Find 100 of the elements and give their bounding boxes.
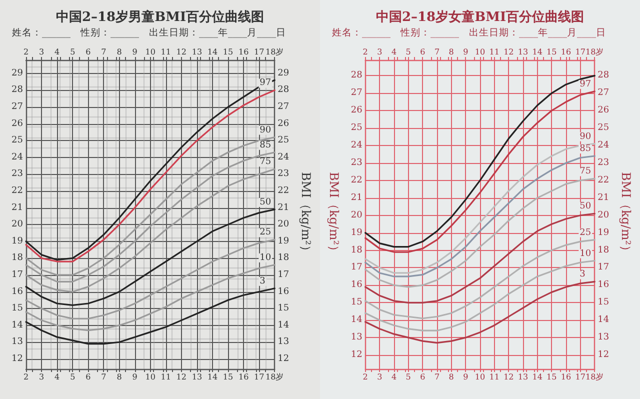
series-label: 85: [580, 144, 592, 154]
y2-tick-label: 27: [278, 102, 290, 112]
chart-title: 中国2–18岁女童BMI百分位曲线图: [376, 9, 584, 25]
x-tick-label: 11: [489, 372, 500, 382]
y-tick-label: 16: [12, 286, 24, 297]
line-series: [364, 260, 596, 332]
x2-tick-label: 5: [70, 48, 76, 56]
y2-tick-label: 27: [598, 88, 610, 98]
x2-tick-label: 11: [160, 48, 171, 56]
series-label: 90: [260, 125, 272, 136]
y2-tick-label: 26: [278, 118, 290, 129]
y2-axis-title: BMI（kg/m²）: [299, 172, 313, 258]
x2-tick-label: 17: [254, 48, 264, 56]
series-label: 3: [260, 276, 266, 286]
chart-title: 中国2–18岁男童BMI百分位曲线图: [56, 9, 264, 25]
y-tick-label: 18: [12, 253, 24, 264]
y-tick-label: 19: [350, 228, 363, 238]
y-tick-label: 18: [350, 245, 363, 256]
x2-tick-label: 4: [54, 48, 60, 56]
x2-tick-label: 7: [434, 48, 440, 56]
series-label: 25: [580, 228, 592, 238]
x-tick-label: 14: [207, 372, 218, 382]
y2-tick-label: 23: [278, 169, 290, 180]
y-tick-label: 28: [12, 85, 24, 96]
y2-tick-label: 12: [278, 354, 290, 364]
x2-tick-label: 9: [463, 48, 468, 56]
x-tick-label: 17: [254, 372, 264, 382]
x-tick-label: 4: [391, 372, 397, 382]
y-tick-label: 26: [12, 118, 24, 129]
y2-tick-label: 12: [598, 350, 610, 360]
y-tick-label: 22: [350, 175, 362, 186]
y-tick-label: 15: [12, 304, 24, 314]
series-label: 10: [260, 252, 272, 263]
x-tick-label: 13: [518, 372, 528, 382]
x2-tick-label: 3: [377, 48, 382, 56]
y2-tick-label: 19: [278, 236, 290, 246]
x2-tick-label: 7: [101, 48, 106, 56]
y-tick-label: 20: [350, 210, 363, 220]
x2-tick-label: 3: [38, 48, 44, 56]
line-series: [364, 239, 596, 320]
x2-tick-label: 15: [222, 48, 234, 56]
x-tick-label: 12: [504, 372, 514, 382]
y2-tick-label: 22: [598, 175, 610, 186]
y-tick-label: 25: [12, 136, 24, 146]
x2-tick-label: 17: [575, 48, 586, 56]
y-tick-label: 24: [12, 152, 24, 162]
x2-tick-label: 10: [474, 48, 486, 56]
x2-tick-label: 11: [489, 48, 500, 56]
x2-tick-label: 16: [238, 48, 249, 56]
y2-tick-label: 14: [278, 320, 290, 330]
line-series: [364, 212, 596, 304]
y-tick-label: 27: [12, 102, 24, 112]
x-tick-label: 8: [116, 372, 122, 382]
series-label: 85: [260, 140, 272, 150]
x2-tick-label: 14: [532, 48, 542, 56]
text: 姓名：______ 性别：______ 出生日期：____年____月____日: [332, 26, 606, 38]
x-tick-label: 9: [132, 372, 138, 382]
x-tick-label: 17: [575, 372, 586, 382]
y2-tick-label: 15: [598, 298, 610, 308]
y-tick-label: 20: [12, 220, 24, 230]
y2-tick-label: 18: [598, 245, 610, 256]
x-tick-label: 6: [86, 372, 91, 382]
series-label: 75: [580, 166, 592, 177]
y2-tick-label: 25: [598, 123, 610, 134]
y-tick-label: 27: [350, 88, 363, 98]
y-tick-label: 28: [350, 70, 363, 81]
series-label: 97: [580, 79, 592, 90]
y2-tick-label: 28: [278, 85, 290, 96]
y-tick-label: 25: [350, 123, 363, 134]
y2-tick-label: 23: [598, 158, 610, 168]
y2-tick-label: 21: [598, 192, 610, 203]
y2-tick-label: 28: [598, 70, 610, 81]
x2-tick-label: 10: [145, 48, 156, 56]
series-label: 90: [580, 132, 592, 142]
y2-tick-label: 14: [598, 315, 610, 326]
x-tick-label: 15: [222, 372, 234, 382]
x-tick-label: 2: [23, 372, 29, 382]
y-axis-title: BMI（kg/m²）: [327, 172, 341, 258]
x-tick-label: 16: [238, 372, 249, 382]
x-tick-label: 15: [546, 372, 557, 382]
y2-tick-label: 26: [598, 106, 610, 116]
line-series: [364, 280, 596, 344]
y-tick-label: 14: [12, 320, 24, 330]
x2-tick-label: 15: [546, 48, 557, 56]
x-tick-label: 11: [160, 372, 171, 382]
series-label: 25: [260, 228, 272, 238]
y-tick-label: 17: [350, 262, 363, 273]
x-tick-label: 12: [176, 372, 186, 382]
series-label: 50: [260, 197, 272, 208]
y-tick-label: 12: [350, 350, 362, 360]
x2-tick-label: 12: [504, 48, 514, 56]
line-series: [25, 288, 276, 345]
y2-tick-label: 22: [278, 186, 290, 196]
y-tick-label: 15: [350, 298, 363, 308]
y2-tick-label: 16: [598, 280, 610, 290]
x2-tick-label: 8: [116, 48, 122, 56]
x-tick-label: 2: [362, 372, 368, 382]
x-tick-label: 18岁: [586, 372, 604, 382]
x-tick-label: 3: [377, 372, 382, 382]
y2-tick-label: 19: [598, 228, 610, 238]
